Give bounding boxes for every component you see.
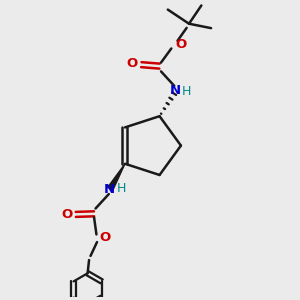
Text: H: H: [182, 85, 192, 98]
Text: O: O: [127, 57, 138, 70]
Text: N: N: [104, 183, 115, 196]
Text: O: O: [61, 208, 73, 221]
Text: N: N: [169, 84, 181, 97]
Text: H: H: [117, 182, 126, 195]
Polygon shape: [108, 164, 125, 190]
Text: O: O: [99, 231, 110, 244]
Text: O: O: [176, 38, 187, 51]
